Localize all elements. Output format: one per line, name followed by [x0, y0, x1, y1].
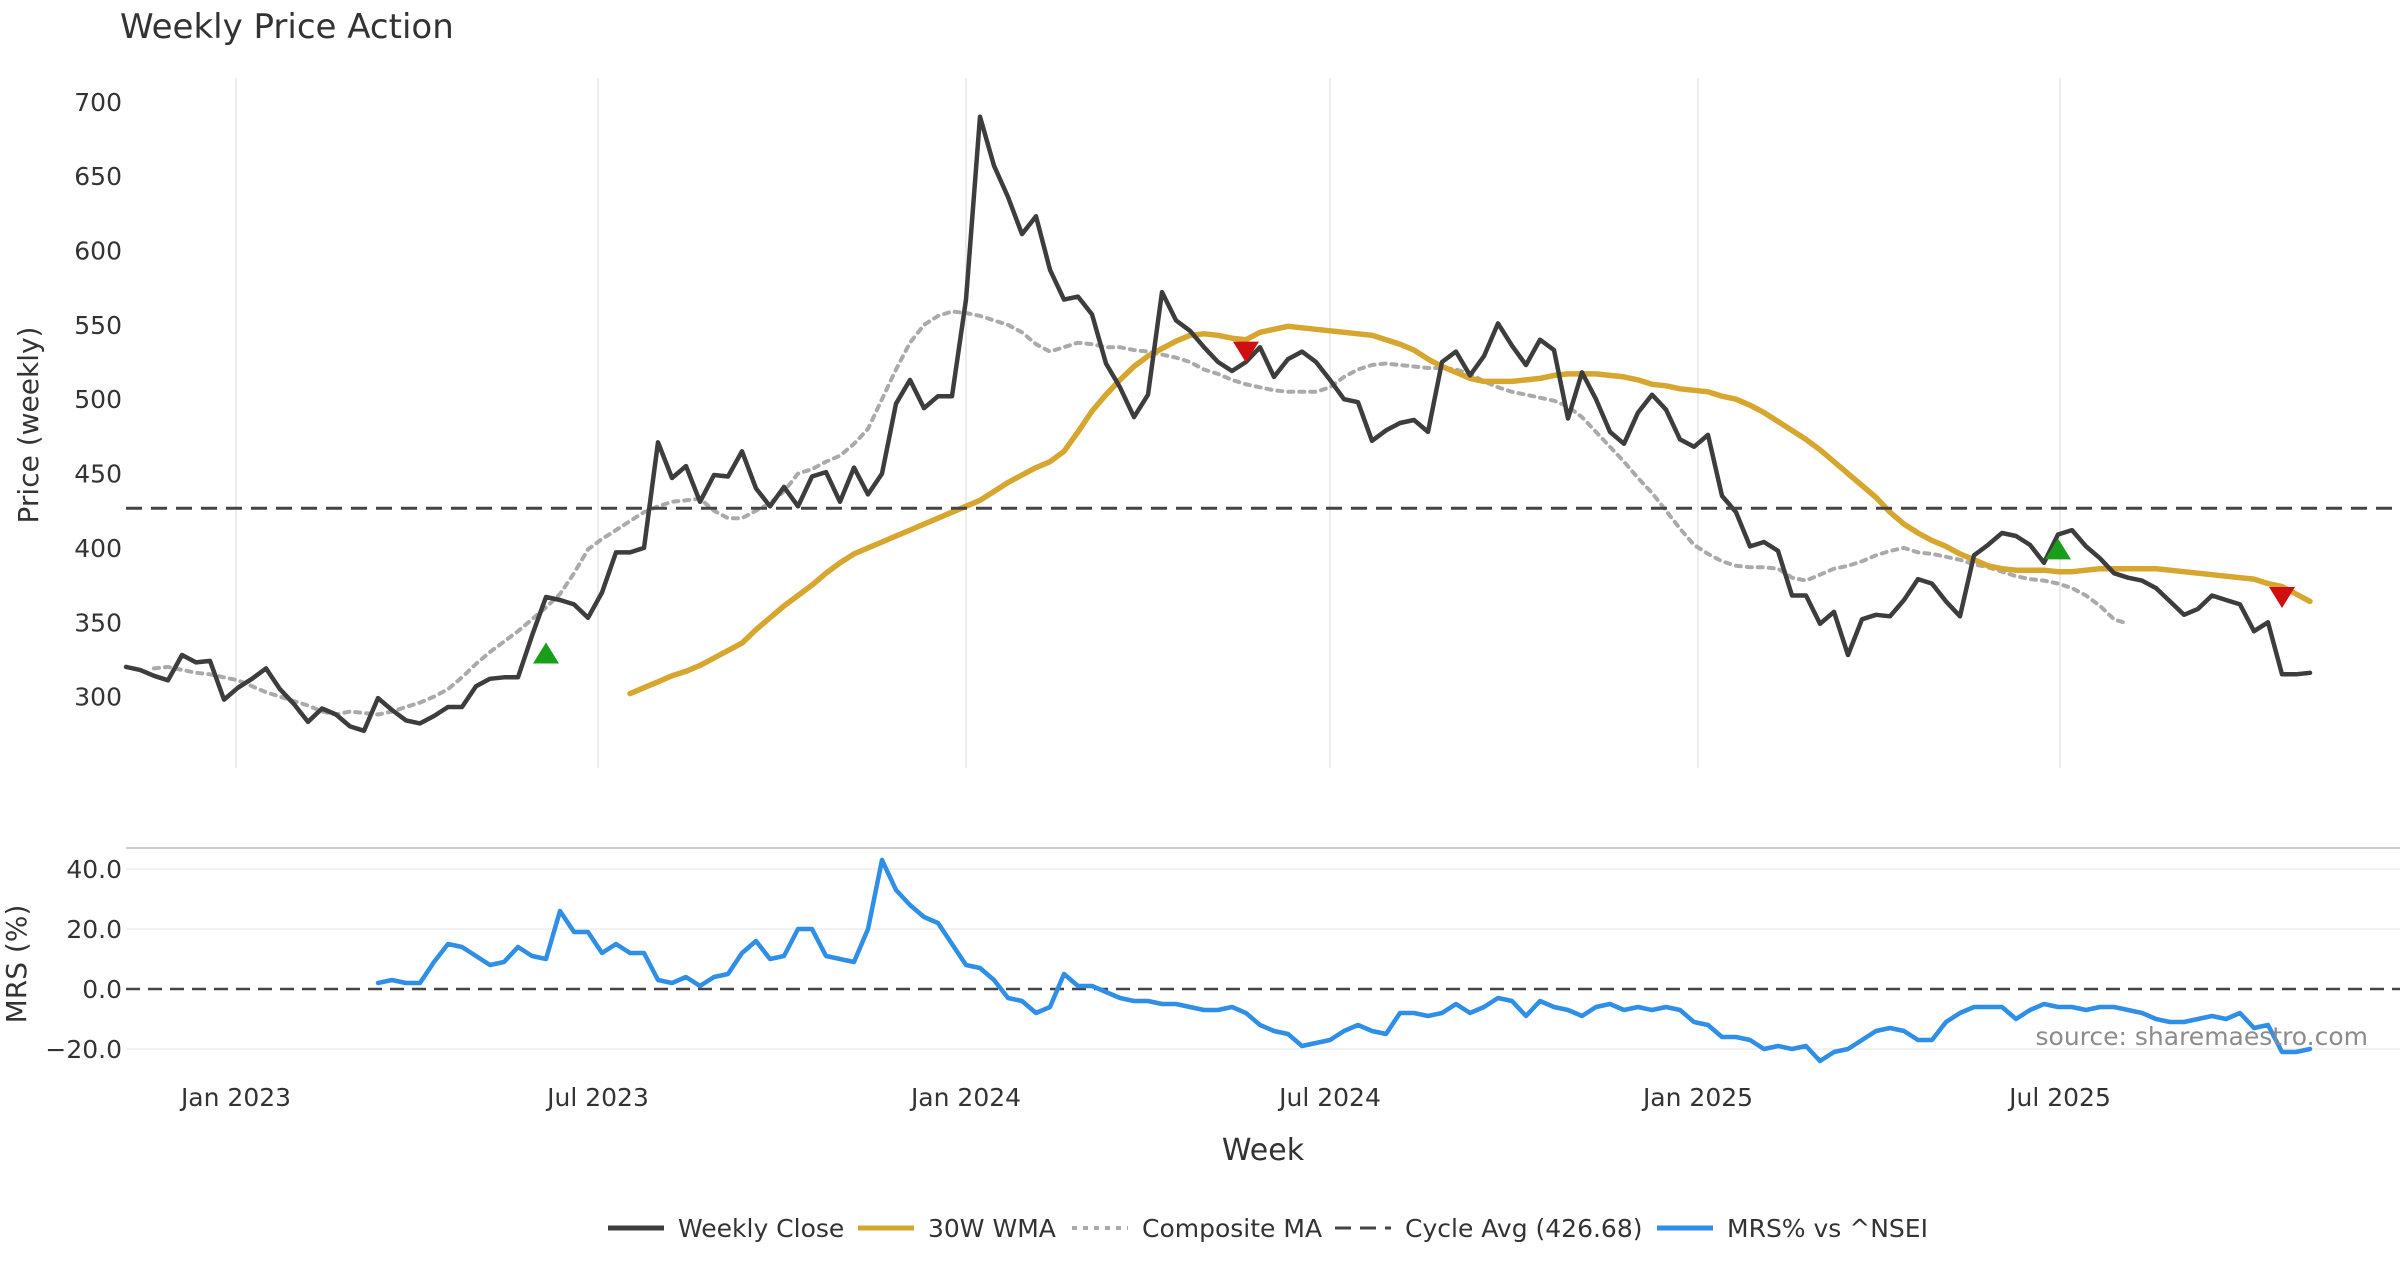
grid-layer — [126, 78, 2400, 1050]
price-y-tick-label: 650 — [74, 162, 122, 191]
buy-signal-marker — [2045, 538, 2071, 560]
legend-label: Cycle Avg (426.68) — [1405, 1214, 1643, 1243]
weekly-close-line — [123, 114, 2313, 734]
wma-30w-line — [627, 323, 2313, 697]
price-y-tick-label: 550 — [74, 311, 122, 340]
price-y-tick-label: 450 — [74, 460, 122, 489]
series-layer — [123, 114, 2400, 1064]
mrs-y-tick-label: 20.0 — [66, 915, 122, 944]
x-tick-label: Jul 2024 — [1277, 1083, 1381, 1112]
price-axis-label: Price (weekly) — [12, 327, 45, 524]
composite-ma-line — [152, 309, 2130, 717]
buy-signal-marker — [533, 642, 559, 664]
signal-markers — [533, 341, 2295, 664]
x-tick-label: Jan 2024 — [909, 1083, 1021, 1112]
axis-labels: Jan 2023 Jul 2023 Jan 2024 Jul 2024 Jan 2025… — [45, 88, 2110, 1112]
legend-label: Composite MA — [1142, 1214, 1322, 1243]
x-tick-label: Jul 2023 — [545, 1083, 649, 1112]
price-y-tick-label: 500 — [74, 385, 122, 414]
legend-label: 30W WMA — [928, 1214, 1056, 1243]
legend-label: MRS% vs ^NSEI — [1727, 1214, 1928, 1243]
x-tick-label: Jan 2023 — [179, 1083, 291, 1112]
price-y-tick-label: 350 — [74, 608, 122, 637]
mrs-axis-label: MRS (%) — [0, 905, 33, 1024]
watermark: source: sharemaestro.com — [2036, 1022, 2369, 1051]
mrs-y-tick-label: 0.0 — [82, 975, 122, 1004]
legend-label: Weekly Close — [678, 1214, 844, 1243]
sell-signal-marker — [2269, 586, 2295, 608]
mrs-y-tick-label: −20.0 — [45, 1035, 122, 1064]
x-tick-label: Jan 2025 — [1641, 1083, 1753, 1112]
legend: Weekly Close 30W WMA Composite MA Cycle Avg… — [608, 1214, 1928, 1243]
price-y-tick-label: 700 — [74, 88, 122, 117]
x-tick-label: Jul 2025 — [2007, 1083, 2111, 1112]
price-y-tick-label: 600 — [74, 237, 122, 266]
chart-title: Weekly Price Action — [120, 7, 454, 47]
x-axis-label: Week — [1222, 1133, 1305, 1168]
mrs-line — [375, 857, 2313, 1064]
price-y-tick-label: 400 — [74, 534, 122, 563]
price-y-tick-label: 300 — [74, 683, 122, 712]
mrs-y-tick-label: 40.0 — [66, 855, 122, 884]
sell-signal-marker — [1233, 341, 1259, 363]
